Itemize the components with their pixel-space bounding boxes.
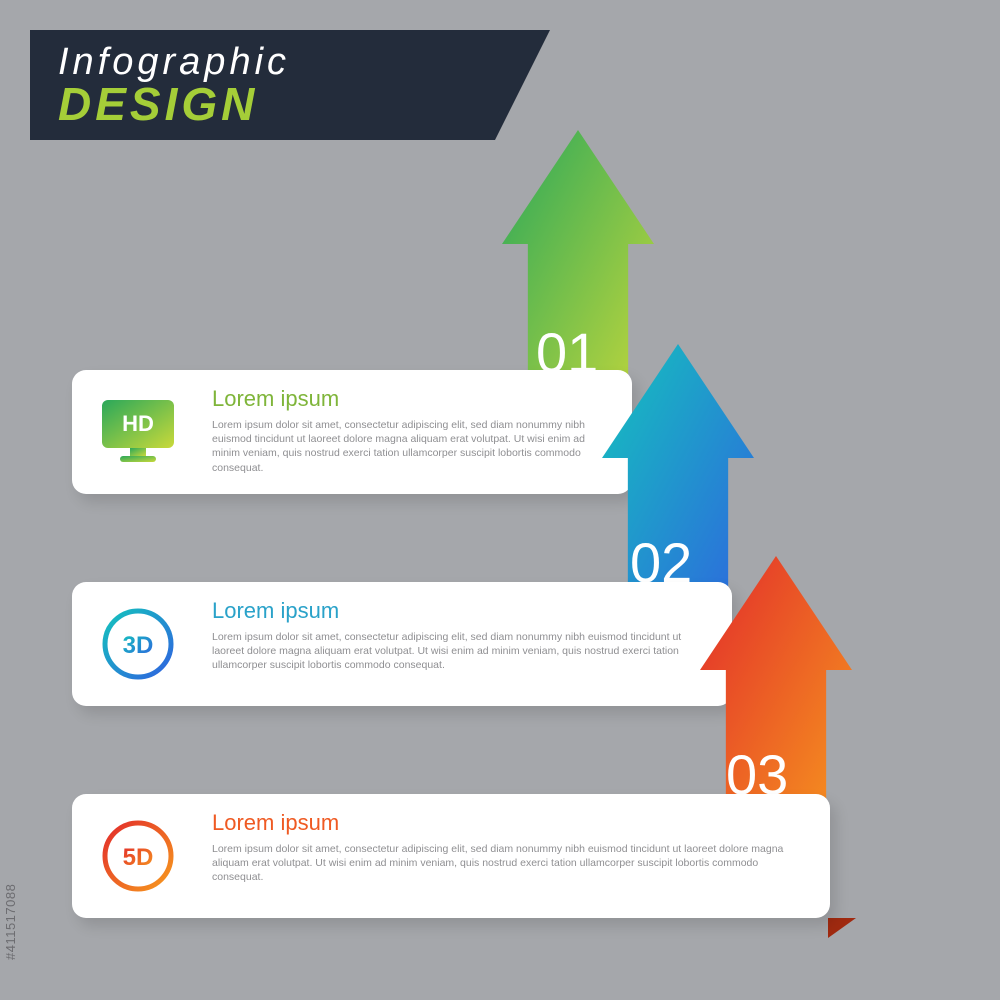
header-line2: DESIGN [58, 81, 550, 127]
banner-body-02: Lorem ipsum dolor sit amet, consectetur … [212, 630, 712, 673]
watermark: #411517088 [3, 884, 18, 960]
svg-text:HD: HD [122, 411, 154, 436]
banner-01: HD Lorem ipsum Lorem ipsum dolor sit amet… [72, 370, 632, 494]
banner-body-03: Lorem ipsum dolor sit amet, consectetur … [212, 842, 810, 885]
banner-body-01: Lorem ipsum dolor sit amet, consectetur … [212, 418, 612, 475]
circle-text-icon: 3D [90, 596, 186, 692]
banner-title-02: Lorem ipsum [212, 598, 712, 624]
header-line1: Infographic [58, 43, 550, 81]
banner-title-03: Lorem ipsum [212, 810, 810, 836]
banner-title-01: Lorem ipsum [212, 386, 612, 412]
hd-monitor-icon: HD [90, 384, 186, 480]
svg-text:3D: 3D [123, 632, 154, 659]
svg-text:5D: 5D [123, 844, 154, 871]
banner-02: 3D Lorem ipsum Lorem ipsum dolor sit amet… [72, 582, 732, 706]
banner-03: 5D Lorem ipsum Lorem ipsum dolor sit amet… [72, 794, 830, 918]
header: Infographic DESIGN [30, 30, 550, 140]
fold-shadow-03 [828, 918, 856, 938]
circle-text-icon: 5D [90, 808, 186, 904]
